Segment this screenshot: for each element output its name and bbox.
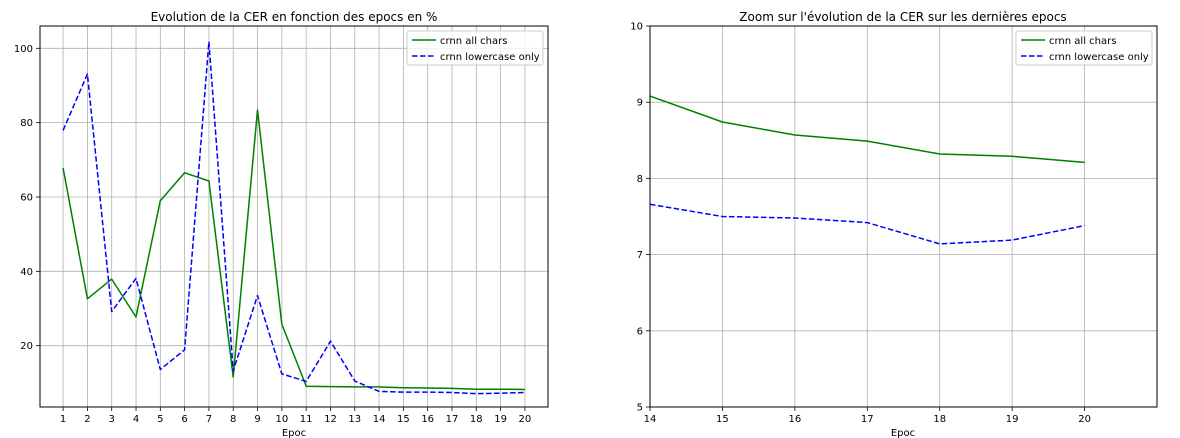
chart-panel-evolution: Evolution de la CER en fonction des epoc… bbox=[14, 10, 549, 438]
legend: crnn all chars crnn lowercase only bbox=[406, 30, 544, 66]
legend-label-all-chars: crnn all chars bbox=[1049, 36, 1116, 47]
x-tick-label: 11 bbox=[300, 414, 313, 425]
chart-title: Evolution de la CER en fonction des epoc… bbox=[151, 10, 438, 24]
x-tick-label: 14 bbox=[644, 414, 657, 425]
series-line-all-chars bbox=[62, 109, 525, 391]
legend-label-lowercase: crnn lowercase only bbox=[1049, 52, 1149, 63]
x-axis-label: Epoc bbox=[282, 428, 306, 438]
x-tick-label: 3 bbox=[109, 414, 115, 425]
x-tick-label: 10 bbox=[275, 414, 288, 425]
x-tick-label: 18 bbox=[470, 414, 483, 425]
x-tick-label: 14 bbox=[373, 414, 386, 425]
x-tick-label: 13 bbox=[348, 414, 361, 425]
x-tick-label: 19 bbox=[1006, 414, 1019, 425]
x-tick-label: 19 bbox=[494, 414, 507, 425]
series-line-all-chars bbox=[649, 95, 1085, 164]
x-tick-label: 5 bbox=[157, 414, 163, 425]
x-tick-label: 16 bbox=[788, 414, 801, 425]
y-tick-label: 8 bbox=[637, 174, 643, 185]
y-tick-label: 100 bbox=[14, 44, 33, 55]
x-tick-label: 20 bbox=[519, 414, 532, 425]
legend: crnn all chars crnn lowercase only bbox=[1015, 30, 1153, 66]
x-tick-label: 1 bbox=[60, 414, 66, 425]
x-tick-label: 7 bbox=[206, 414, 212, 425]
legend-label-lowercase: crnn lowercase only bbox=[440, 52, 540, 63]
plot-area-frame bbox=[39, 25, 549, 408]
x-tick-label: 17 bbox=[861, 414, 874, 425]
y-tick-label: 10 bbox=[630, 22, 643, 33]
y-tick-label: 80 bbox=[20, 118, 33, 129]
series-line-lowercase bbox=[62, 40, 525, 395]
y-tick-label: 60 bbox=[20, 192, 33, 203]
y-tick-label: 9 bbox=[637, 98, 643, 109]
y-tick-label: 40 bbox=[20, 267, 33, 278]
x-tick-label: 20 bbox=[1078, 414, 1091, 425]
x-tick-label: 16 bbox=[421, 414, 434, 425]
chart-panel-zoom: Zoom sur l'évolution de la CER sur les d… bbox=[630, 10, 1158, 438]
x-tick-label: 4 bbox=[133, 414, 139, 425]
x-tick-label: 17 bbox=[446, 414, 459, 425]
plot-area-frame bbox=[649, 25, 1158, 408]
legend-label-all-chars: crnn all chars bbox=[440, 36, 507, 47]
legend-box bbox=[406, 30, 544, 66]
y-tick-label: 7 bbox=[637, 250, 643, 261]
x-tick-label: 2 bbox=[84, 414, 90, 425]
x-tick-label: 9 bbox=[254, 414, 260, 425]
x-tick-label: 18 bbox=[933, 414, 946, 425]
chart-title: Zoom sur l'évolution de la CER sur les d… bbox=[739, 10, 1066, 24]
y-tick-label: 5 bbox=[637, 403, 643, 414]
x-tick-label: 6 bbox=[181, 414, 187, 425]
x-axis-label: Epoc bbox=[891, 428, 915, 438]
x-tick-label: 12 bbox=[324, 414, 337, 425]
x-tick-label: 15 bbox=[397, 414, 410, 425]
legend-box bbox=[1015, 30, 1153, 66]
y-tick-label: 20 bbox=[20, 341, 33, 352]
x-tick-label: 15 bbox=[716, 414, 729, 425]
x-tick-label: 8 bbox=[230, 414, 236, 425]
series-line-lowercase bbox=[649, 203, 1085, 245]
y-tick-label: 6 bbox=[637, 326, 643, 337]
